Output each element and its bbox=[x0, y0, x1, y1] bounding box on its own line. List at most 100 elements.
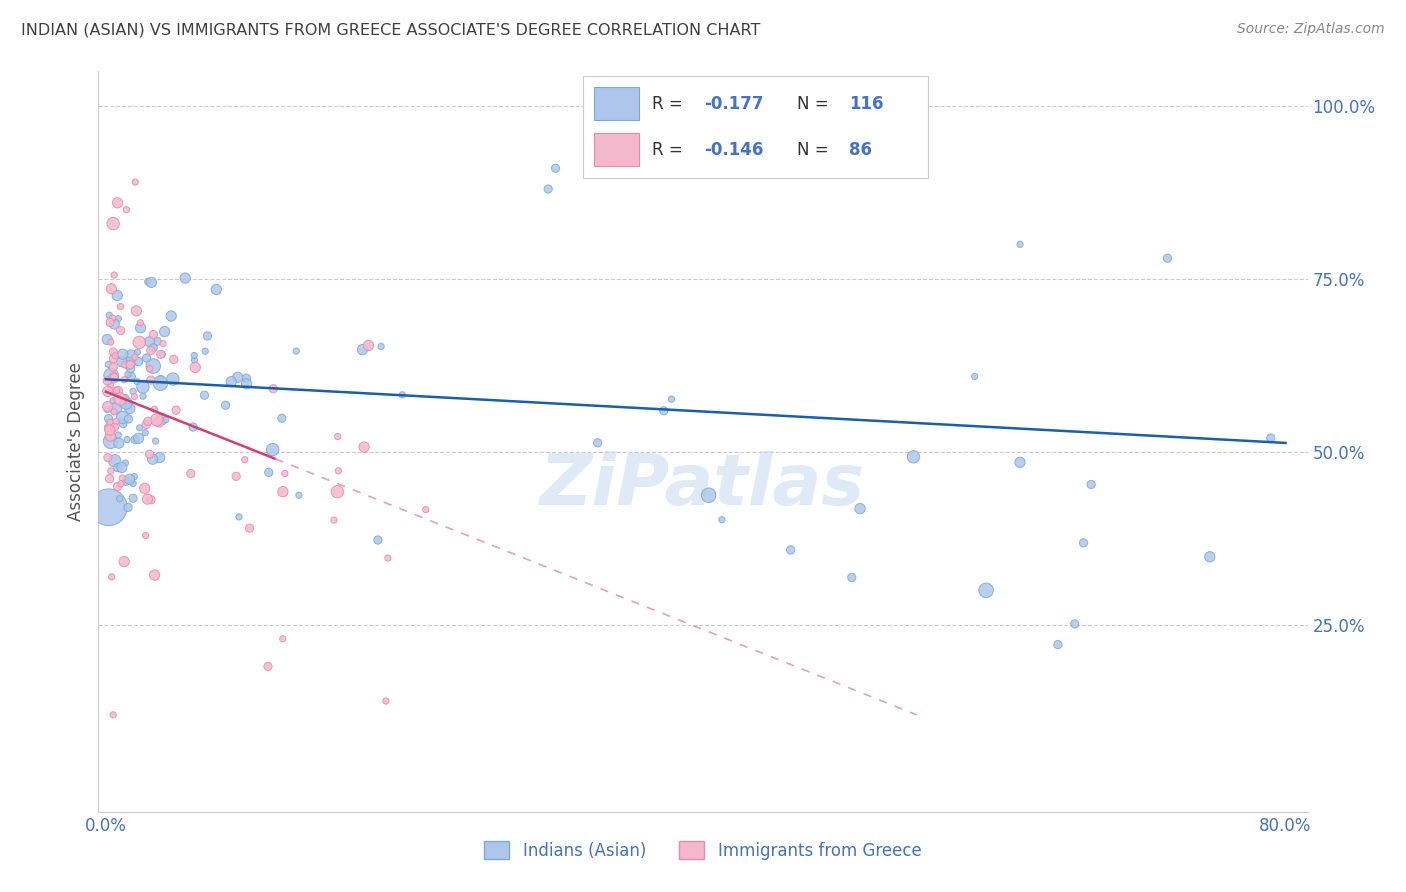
Point bbox=[225, 469, 247, 483]
Point bbox=[149, 347, 172, 361]
Point bbox=[122, 384, 145, 399]
Point bbox=[124, 433, 146, 447]
Text: N =: N = bbox=[797, 95, 834, 112]
Point bbox=[152, 336, 174, 351]
Point bbox=[103, 268, 125, 282]
Point bbox=[127, 354, 149, 368]
Point bbox=[544, 161, 567, 176]
Point bbox=[134, 425, 156, 440]
Point bbox=[97, 500, 120, 515]
Point bbox=[193, 388, 215, 402]
Point bbox=[97, 358, 120, 372]
Point bbox=[120, 361, 142, 376]
Point bbox=[114, 358, 136, 372]
Point bbox=[142, 327, 165, 342]
Point bbox=[100, 464, 122, 478]
Point bbox=[180, 467, 202, 481]
Point bbox=[132, 389, 155, 403]
Point bbox=[257, 466, 280, 480]
Point bbox=[145, 413, 167, 427]
Point bbox=[103, 345, 125, 359]
Point bbox=[120, 349, 142, 363]
Point bbox=[262, 442, 284, 457]
Point bbox=[124, 175, 146, 189]
Point bbox=[128, 421, 150, 435]
Legend: Indians (Asian), Immigrants from Greece: Indians (Asian), Immigrants from Greece bbox=[478, 835, 928, 866]
Point bbox=[100, 434, 122, 449]
Point bbox=[120, 369, 142, 384]
Point bbox=[124, 469, 146, 483]
Point bbox=[149, 450, 172, 465]
Point bbox=[1260, 431, 1282, 445]
Point bbox=[100, 570, 122, 584]
Point bbox=[326, 429, 349, 443]
Point bbox=[114, 391, 136, 405]
Point bbox=[262, 382, 284, 396]
Point bbox=[142, 452, 165, 467]
Point bbox=[271, 632, 294, 646]
Point bbox=[122, 491, 145, 506]
Point bbox=[101, 393, 124, 408]
Point bbox=[1156, 251, 1178, 265]
Point bbox=[107, 384, 129, 399]
Point bbox=[181, 420, 204, 434]
Point bbox=[108, 436, 131, 450]
Point bbox=[661, 392, 683, 406]
Point bbox=[323, 513, 346, 527]
Point bbox=[135, 417, 157, 432]
Point bbox=[98, 378, 121, 392]
Point bbox=[101, 311, 124, 326]
Point bbox=[100, 368, 122, 383]
Point bbox=[122, 476, 145, 491]
Point bbox=[96, 374, 118, 388]
Text: 86: 86 bbox=[849, 141, 872, 159]
Point bbox=[183, 353, 205, 368]
Point bbox=[1008, 237, 1031, 252]
Point bbox=[226, 370, 249, 384]
Point bbox=[98, 308, 121, 322]
Point bbox=[146, 334, 169, 349]
Point bbox=[139, 373, 162, 387]
Point bbox=[271, 484, 294, 499]
Point bbox=[235, 376, 257, 391]
Point bbox=[115, 433, 138, 447]
Point bbox=[128, 335, 150, 350]
Point bbox=[127, 375, 149, 389]
Point bbox=[142, 341, 165, 355]
Point bbox=[114, 456, 136, 470]
Point bbox=[124, 390, 146, 404]
Point bbox=[118, 356, 141, 370]
Point bbox=[127, 431, 149, 445]
Point bbox=[104, 454, 127, 468]
Point bbox=[135, 351, 157, 365]
Point bbox=[148, 413, 170, 427]
Point bbox=[377, 551, 399, 566]
Text: N =: N = bbox=[797, 141, 834, 159]
Point bbox=[149, 376, 172, 391]
Point bbox=[139, 343, 162, 358]
Point bbox=[135, 528, 157, 542]
Point bbox=[849, 501, 872, 516]
Point bbox=[111, 417, 134, 431]
Point bbox=[98, 429, 121, 443]
Point bbox=[97, 400, 120, 414]
Point bbox=[710, 513, 733, 527]
Point bbox=[134, 481, 156, 495]
Point bbox=[115, 396, 138, 410]
Point bbox=[779, 543, 801, 558]
Point bbox=[107, 195, 129, 210]
Bar bbox=[593, 87, 638, 120]
Point bbox=[153, 325, 176, 339]
Point bbox=[107, 479, 129, 493]
Point bbox=[367, 533, 389, 547]
Point bbox=[142, 359, 165, 373]
Point bbox=[205, 283, 228, 297]
Point bbox=[274, 467, 297, 481]
Text: Source: ZipAtlas.com: Source: ZipAtlas.com bbox=[1237, 22, 1385, 37]
Point bbox=[112, 555, 135, 569]
Point bbox=[150, 413, 173, 427]
Point bbox=[270, 411, 292, 425]
Point bbox=[136, 492, 159, 507]
Point bbox=[129, 316, 152, 330]
Point bbox=[652, 404, 675, 418]
